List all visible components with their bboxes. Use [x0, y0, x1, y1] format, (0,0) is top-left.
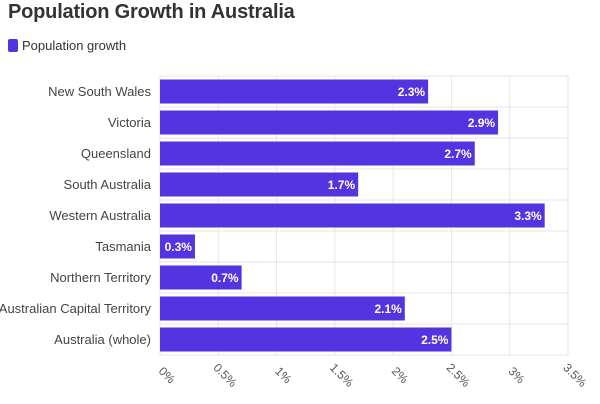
value-label: 3.3%	[514, 209, 542, 223]
x-tick-label: 3%	[505, 364, 527, 386]
chart-title: Population Growth in Australia	[8, 1, 295, 23]
x-tick-label: 2.5%	[444, 361, 473, 390]
value-label: 2.5%	[421, 333, 449, 347]
category-label: Northern Territory	[50, 270, 151, 285]
value-label: 2.1%	[374, 302, 402, 316]
category-label: Victoria	[108, 115, 152, 130]
category-label: Australia (whole)	[54, 332, 151, 347]
x-tick-label: 0%	[156, 364, 178, 386]
value-label: 0.3%	[165, 240, 193, 254]
category-label: Tasmania	[95, 239, 151, 254]
value-label: 0.7%	[211, 271, 239, 285]
value-label: 2.3%	[398, 85, 426, 99]
value-label: 1.7%	[328, 178, 356, 192]
value-label: 2.9%	[468, 116, 496, 130]
legend[interactable]: Population growth	[8, 38, 126, 53]
x-tick-label: 2%	[389, 364, 411, 386]
x-tick-label: 3.5%	[560, 361, 589, 390]
category-label: Queensland	[81, 146, 151, 161]
x-tick-label: 1%	[272, 364, 294, 386]
bar[interactable]	[160, 296, 405, 321]
category-label: Western Australia	[49, 208, 151, 223]
bar[interactable]	[160, 141, 475, 166]
bar[interactable]	[160, 327, 452, 352]
x-tick-label: 1.5%	[327, 361, 356, 390]
bar[interactable]	[160, 203, 545, 228]
category-label: South Australia	[64, 177, 152, 192]
legend-swatch	[8, 39, 18, 52]
bar[interactable]	[160, 79, 429, 104]
bar[interactable]	[160, 265, 242, 290]
x-tick-label: 0.5%	[210, 361, 239, 390]
category-label: New South Wales	[48, 84, 151, 99]
bar[interactable]	[160, 234, 195, 259]
bar[interactable]	[160, 110, 499, 135]
value-label: 2.7%	[444, 147, 472, 161]
category-label: Australian Capital Territory	[0, 301, 151, 316]
bar[interactable]	[160, 172, 359, 197]
legend-label: Population growth	[22, 38, 127, 53]
